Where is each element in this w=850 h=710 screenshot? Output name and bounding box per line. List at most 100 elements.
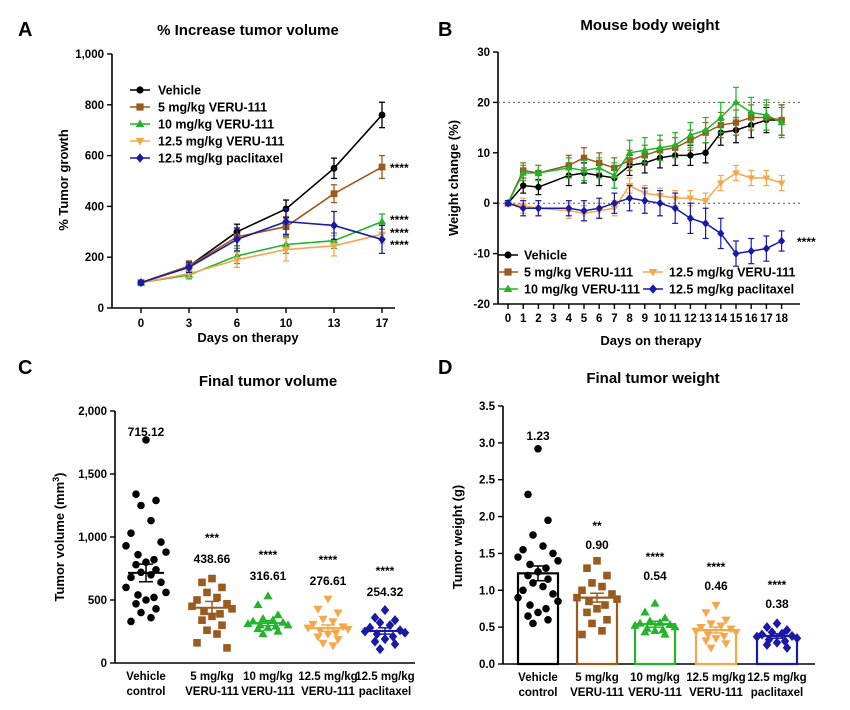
c-significance-label: **** <box>376 564 395 578</box>
panel-d-plot: 0.0 0.5 1.0 1.5 2.0 2.5 3.0 3.5 1.23 Vehicle contr… <box>479 401 815 699</box>
a-data-point <box>330 190 338 198</box>
d-data-point <box>544 615 552 624</box>
a-y-tick-label: 0 <box>98 303 104 315</box>
a-legend-label: 5 mg/kg VERU-111 <box>158 101 267 115</box>
c-data-point <box>142 436 150 444</box>
d-data-point <box>630 620 640 629</box>
b-data-point <box>762 110 771 118</box>
c-data-point <box>208 574 216 583</box>
d-data-point <box>539 582 547 591</box>
d-significance-label: ** <box>592 519 602 533</box>
c-data-point <box>390 615 400 626</box>
b-data-point <box>534 203 543 213</box>
a-legend-label: 12.5 mg/kg paclitaxel <box>158 152 283 166</box>
a-x-tick-label: 3 <box>186 318 192 330</box>
b-x-tick-label: 14 <box>714 313 727 325</box>
b-x-tick-label: 5 <box>581 313 588 325</box>
panel-b-x-label: Days on therapy <box>600 333 702 348</box>
b-significance-label: **** <box>797 235 816 249</box>
d-y-tick-label: 2.5 <box>479 475 496 487</box>
c-data-point <box>198 616 206 624</box>
a-x-tick-label: 6 <box>234 318 240 330</box>
d-data-point <box>549 549 557 558</box>
b-data-point <box>519 168 528 176</box>
b-x-tick-label: 3 <box>550 313 556 325</box>
c-y-tick-label: 500 <box>88 595 107 607</box>
d-data-point <box>719 632 729 641</box>
b-data-point <box>519 203 527 213</box>
a-data-point <box>281 246 291 254</box>
d-data-point <box>583 608 591 617</box>
d-y-tick-label: 0.5 <box>479 622 496 634</box>
a-data-point <box>330 220 338 230</box>
c-data-point <box>150 593 158 602</box>
c-data-point <box>127 573 135 582</box>
a-significance-label: **** <box>390 226 409 240</box>
panel-a-y-label: % Tumor growth <box>56 129 71 231</box>
b-data-point <box>504 198 512 208</box>
c-data-point <box>328 642 338 651</box>
b-data-point <box>686 214 695 223</box>
b-x-tick-label: 17 <box>760 313 773 325</box>
b-y-tick-label: 0 <box>484 198 490 210</box>
b-legend-label: 5 mg/kg VERU-111 <box>524 266 633 280</box>
a-legend-marker <box>135 153 145 163</box>
c-data-point <box>198 578 206 587</box>
b-y-tick-label: 20 <box>477 97 490 109</box>
b-data-point <box>641 196 649 205</box>
d-category-label: 12.5 mg/kg <box>747 672 806 684</box>
d-data-point <box>603 615 611 624</box>
d-data-point <box>534 608 542 617</box>
a-significance-label: **** <box>390 238 409 252</box>
a-significance-label: **** <box>390 213 409 227</box>
b-x-tick-label: 4 <box>566 313 573 325</box>
c-data-point <box>162 548 170 556</box>
d-mean-label: 0.46 <box>704 579 728 593</box>
d-category-label: paclitaxel <box>751 687 803 699</box>
b-legend-marker <box>648 284 658 294</box>
c-category-label: VERU-111 <box>301 686 355 698</box>
c-category-label: VERU-111 <box>185 686 239 698</box>
c-data-point <box>223 644 231 652</box>
c-y-tick-label: 1,500 <box>78 469 107 481</box>
d-category-label: VERU-111 <box>570 687 624 699</box>
b-x-tick-label: 7 <box>611 313 617 325</box>
c-data-point <box>333 635 343 644</box>
d-data-point <box>529 619 537 628</box>
d-mean-label: 1.23 <box>526 429 550 443</box>
b-legend-label: 12.5 mg/kg VERU-111 <box>669 266 796 280</box>
d-data-point <box>665 620 675 629</box>
panel-c-title: Final tumor volume <box>199 373 337 390</box>
d-data-point <box>772 637 782 648</box>
b-data-point <box>732 170 740 178</box>
b-data-point <box>732 249 740 258</box>
d-data-point <box>660 613 670 622</box>
d-category-label: VERU-111 <box>689 687 743 699</box>
c-category-label: 12.5 mg/kg <box>298 671 357 683</box>
d-data-point <box>706 644 716 653</box>
d-data-point <box>514 553 522 561</box>
panel-a-plot: 0 200 400 600 800 1,000 0 3 6 10 13 17 Vehicle 5 mg/k… <box>75 49 409 330</box>
b-data-point <box>747 175 756 183</box>
a-series-line <box>140 220 383 284</box>
b-legend-label: 10 mg/kg VERU-111 <box>524 283 640 297</box>
c-data-point <box>323 630 333 639</box>
c-data-point <box>137 501 145 510</box>
d-data-point <box>583 564 591 572</box>
d-data-point <box>554 556 562 565</box>
b-data-point <box>732 119 740 126</box>
d-data-point <box>603 571 611 580</box>
b-x-tick-label: 11 <box>669 313 682 325</box>
b-data-point <box>777 118 786 126</box>
c-data-point <box>328 618 338 627</box>
d-data-point <box>782 642 792 653</box>
b-data-point <box>610 171 619 179</box>
b-x-tick-label: 15 <box>730 313 743 325</box>
c-data-point <box>313 633 323 642</box>
d-mean-label: 0.38 <box>765 597 789 611</box>
c-y-tick-label: 2,000 <box>78 406 107 418</box>
a-significance-label: **** <box>390 161 409 175</box>
d-data-point <box>640 627 650 636</box>
